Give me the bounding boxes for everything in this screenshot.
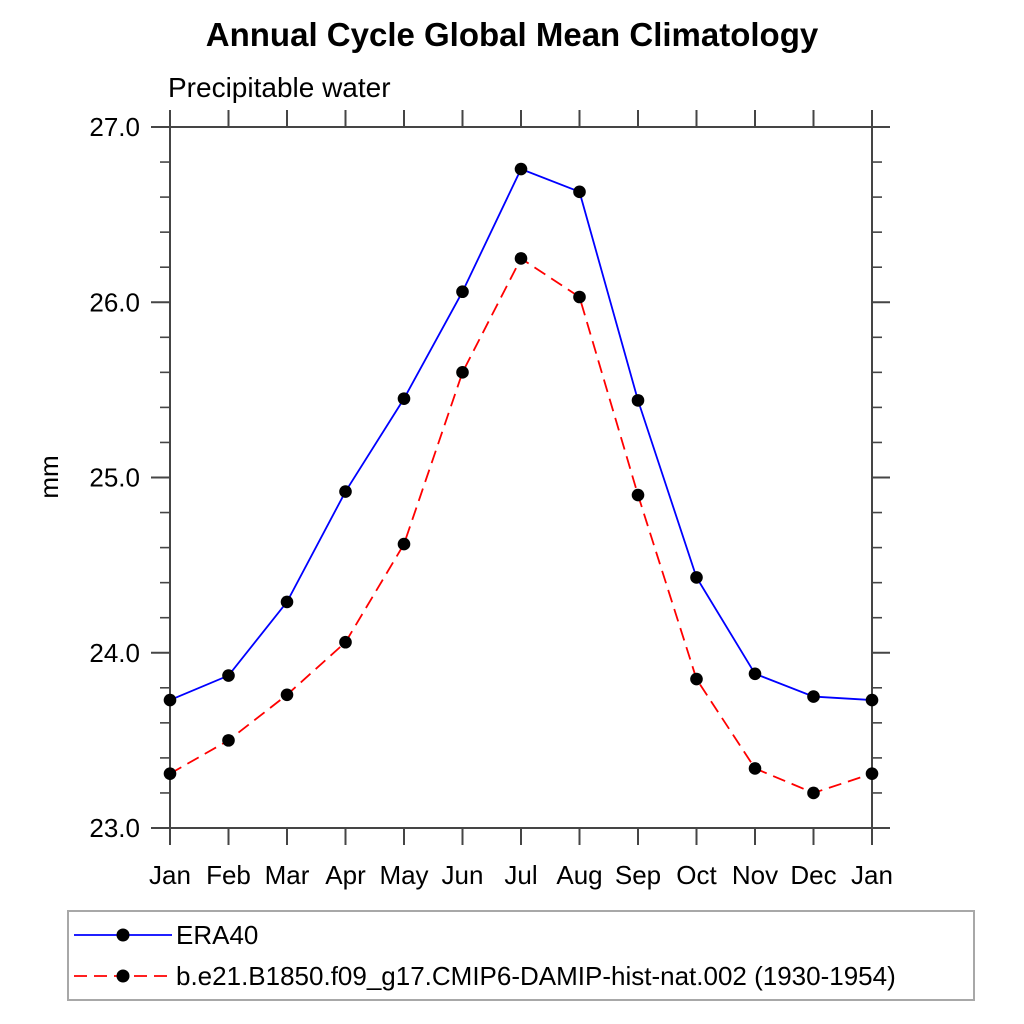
series-1-marker bbox=[690, 672, 703, 686]
series-line-0 bbox=[169, 167, 873, 701]
series-0-marker bbox=[514, 162, 528, 176]
legend-entry-era40: ERA40 bbox=[72, 915, 973, 956]
series-0-marker bbox=[280, 595, 294, 609]
x-tick-label: Mar bbox=[265, 860, 310, 890]
series-0-marker bbox=[222, 669, 235, 682]
chart-subtitle: Precipitable water bbox=[168, 72, 391, 103]
x-tick-label: Feb bbox=[206, 860, 251, 890]
series-1-marker bbox=[397, 537, 411, 551]
model-sample-marker bbox=[116, 969, 130, 983]
series-1-marker bbox=[163, 767, 177, 780]
x-tick-label: Dec bbox=[790, 860, 836, 890]
x-tick-label: Nov bbox=[732, 860, 778, 890]
series-0-marker bbox=[456, 285, 469, 299]
series-1-marker bbox=[865, 767, 879, 780]
series-1-marker bbox=[514, 252, 528, 265]
series-1-marker bbox=[280, 688, 294, 702]
y-axis-label: mm bbox=[34, 455, 64, 498]
series-1-marker bbox=[573, 290, 586, 304]
model-line-sample bbox=[74, 969, 172, 983]
legend-box: ERA40 b.e21.B1850.f09_g17.CMIP6-DAMIP-hi… bbox=[67, 910, 975, 1001]
era40-sample-marker bbox=[116, 928, 130, 942]
x-tick-label: Sep bbox=[615, 860, 661, 890]
series-0-marker bbox=[690, 571, 703, 584]
series-1-marker bbox=[631, 488, 645, 502]
series-1-marker bbox=[748, 762, 762, 775]
chart-title: Annual Cycle Global Mean Climatology bbox=[205, 16, 819, 53]
series-0-marker bbox=[631, 394, 645, 407]
y-tick-label: 25.0 bbox=[89, 463, 140, 493]
series-1-marker bbox=[222, 734, 235, 747]
y-tick-label: 27.0 bbox=[89, 112, 140, 142]
series-0-marker bbox=[397, 392, 411, 405]
series-line-1 bbox=[169, 257, 873, 794]
x-tick-label: Jan bbox=[851, 860, 893, 890]
legend-label-model: b.e21.B1850.f09_g17.CMIP6-DAMIP-hist-nat… bbox=[176, 960, 896, 991]
series-0-marker bbox=[807, 690, 820, 703]
era40-line-sample bbox=[74, 928, 172, 942]
x-tick-label: Jul bbox=[504, 860, 537, 890]
x-tick-label: Apr bbox=[325, 860, 366, 890]
x-tick-label: Aug bbox=[556, 860, 602, 890]
series-1-marker bbox=[807, 786, 820, 800]
series-1-marker bbox=[339, 635, 352, 649]
plot-frame bbox=[169, 126, 873, 829]
y-tick-label: 26.0 bbox=[89, 287, 140, 317]
series-0-marker bbox=[163, 693, 177, 707]
x-tick-label: Oct bbox=[676, 860, 717, 890]
legend-entry-model: b.e21.B1850.f09_g17.CMIP6-DAMIP-hist-nat… bbox=[72, 956, 973, 997]
x-tick-label: May bbox=[379, 860, 428, 890]
series-0-marker bbox=[573, 185, 586, 199]
series-0-marker bbox=[339, 485, 352, 498]
series-0-marker bbox=[748, 667, 762, 681]
series-1-marker bbox=[456, 366, 469, 379]
y-tick-label: 24.0 bbox=[89, 638, 140, 668]
legend-label-era40: ERA40 bbox=[176, 919, 259, 950]
series-0-marker bbox=[865, 693, 879, 707]
y-tick-label: 23.0 bbox=[89, 813, 140, 843]
x-tick-label: Jun bbox=[442, 860, 484, 890]
x-tick-label: Jan bbox=[149, 860, 191, 890]
